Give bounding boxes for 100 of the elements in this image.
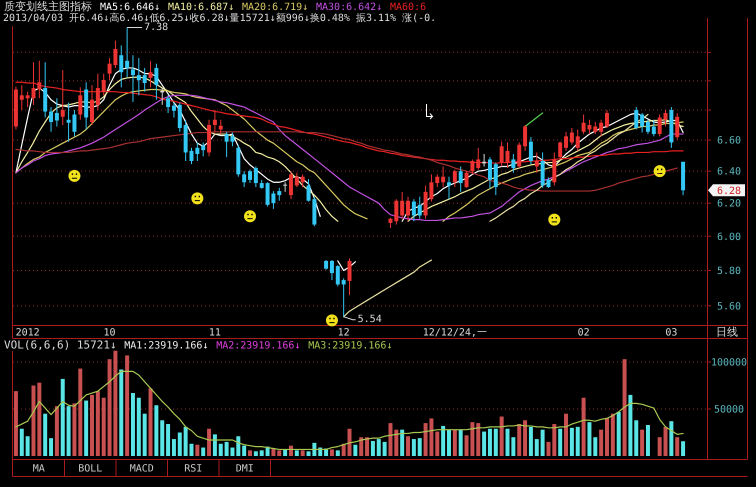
text: MACD [130, 464, 154, 474]
candlestick [148, 60, 153, 88]
bar [546, 442, 550, 456]
bar [558, 428, 562, 456]
text: MA20:6.719↓ [242, 2, 308, 13]
candlestick [605, 110, 609, 129]
candlestick [640, 112, 644, 134]
candlestick [452, 169, 457, 188]
bar [458, 430, 463, 456]
bar [464, 435, 469, 456]
candlestick [546, 177, 550, 188]
bar [669, 421, 674, 456]
bar [675, 437, 680, 456]
bar [488, 428, 492, 456]
candlestick [108, 58, 112, 81]
candlestick [458, 166, 463, 192]
candlestick [31, 62, 36, 106]
candlestick [517, 142, 522, 169]
bar [230, 448, 234, 456]
bar [207, 428, 212, 456]
text: MA [32, 464, 45, 474]
candlestick [528, 136, 533, 165]
bar [90, 394, 94, 456]
candlestick [266, 182, 270, 207]
bar [49, 438, 54, 456]
text: BOLL [78, 464, 102, 474]
point [654, 165, 666, 178]
candlestick [523, 124, 528, 152]
bar [330, 449, 334, 456]
bar [446, 430, 451, 456]
candlestick [218, 119, 223, 135]
candlestick [54, 98, 59, 127]
candlestick [43, 62, 48, 118]
chart-title: VOL(6,6,6) 15721↓ [4, 338, 117, 352]
bar [84, 400, 88, 456]
bar [605, 418, 609, 456]
candlestick [277, 187, 282, 202]
bar [622, 359, 627, 456]
bar [283, 449, 288, 456]
candlestick [652, 119, 656, 137]
point [326, 314, 338, 326]
y-tick-label: 6.20 [716, 198, 742, 210]
text: DMI [236, 464, 254, 474]
text: MA60:6 [390, 2, 426, 13]
bar [681, 441, 686, 456]
legend-label: MA2:23919.166↓ [216, 340, 300, 352]
line-series [15, 131, 678, 192]
candlestick [248, 169, 252, 184]
bar [517, 424, 522, 456]
point [191, 192, 204, 204]
annotation: 5.54 [358, 314, 382, 326]
candlestick [66, 102, 71, 142]
bar [365, 437, 370, 456]
bar [43, 414, 48, 456]
candlestick [494, 162, 498, 196]
text: MA30:6.642↓ [316, 2, 382, 13]
bar [528, 426, 533, 456]
candlestick [488, 156, 492, 190]
x-tick-label: 10 [104, 328, 116, 338]
candlestick [78, 86, 82, 120]
x-tick-label: 02 [578, 328, 590, 338]
candlestick [500, 141, 504, 167]
candlestick [90, 84, 94, 126]
chart-subtitle: 2013/04/03 开6.46↓高6.46↓低6.25↓收6.28↓量15721↓额996↓换0.48% 振3.11% 涨(-0. [3, 12, 436, 24]
point [244, 210, 256, 222]
bar [506, 428, 510, 456]
candlestick [154, 63, 158, 100]
candlestick [406, 196, 410, 222]
bar [224, 442, 229, 456]
candlestick [658, 114, 662, 137]
candlestick [254, 166, 258, 188]
bar [54, 406, 59, 456]
candlestick [675, 112, 680, 140]
bar [72, 403, 76, 456]
legend-label: MA1:23919.166↓ [124, 340, 208, 352]
bar [288, 446, 293, 456]
candlestick [283, 182, 288, 192]
candlestick [166, 94, 170, 114]
bar [353, 444, 358, 456]
bar [119, 370, 124, 456]
annotation: 7.38 [144, 22, 168, 34]
candlestick [288, 170, 293, 200]
candlestick [212, 110, 217, 134]
y-tick-label: 6.00 [716, 232, 742, 243]
text: RSI [184, 464, 202, 474]
bar [306, 451, 311, 456]
candlestick [646, 119, 650, 135]
candlestick [587, 119, 592, 135]
bar [336, 450, 340, 456]
point [548, 214, 560, 226]
bar [388, 423, 392, 456]
candlestick [271, 190, 276, 210]
bar [628, 394, 632, 456]
bar [470, 422, 474, 456]
bar [37, 382, 42, 456]
candlestick [72, 110, 76, 137]
bar [201, 448, 206, 456]
bar [166, 424, 170, 456]
candlestick [160, 88, 164, 106]
bar [582, 398, 586, 456]
